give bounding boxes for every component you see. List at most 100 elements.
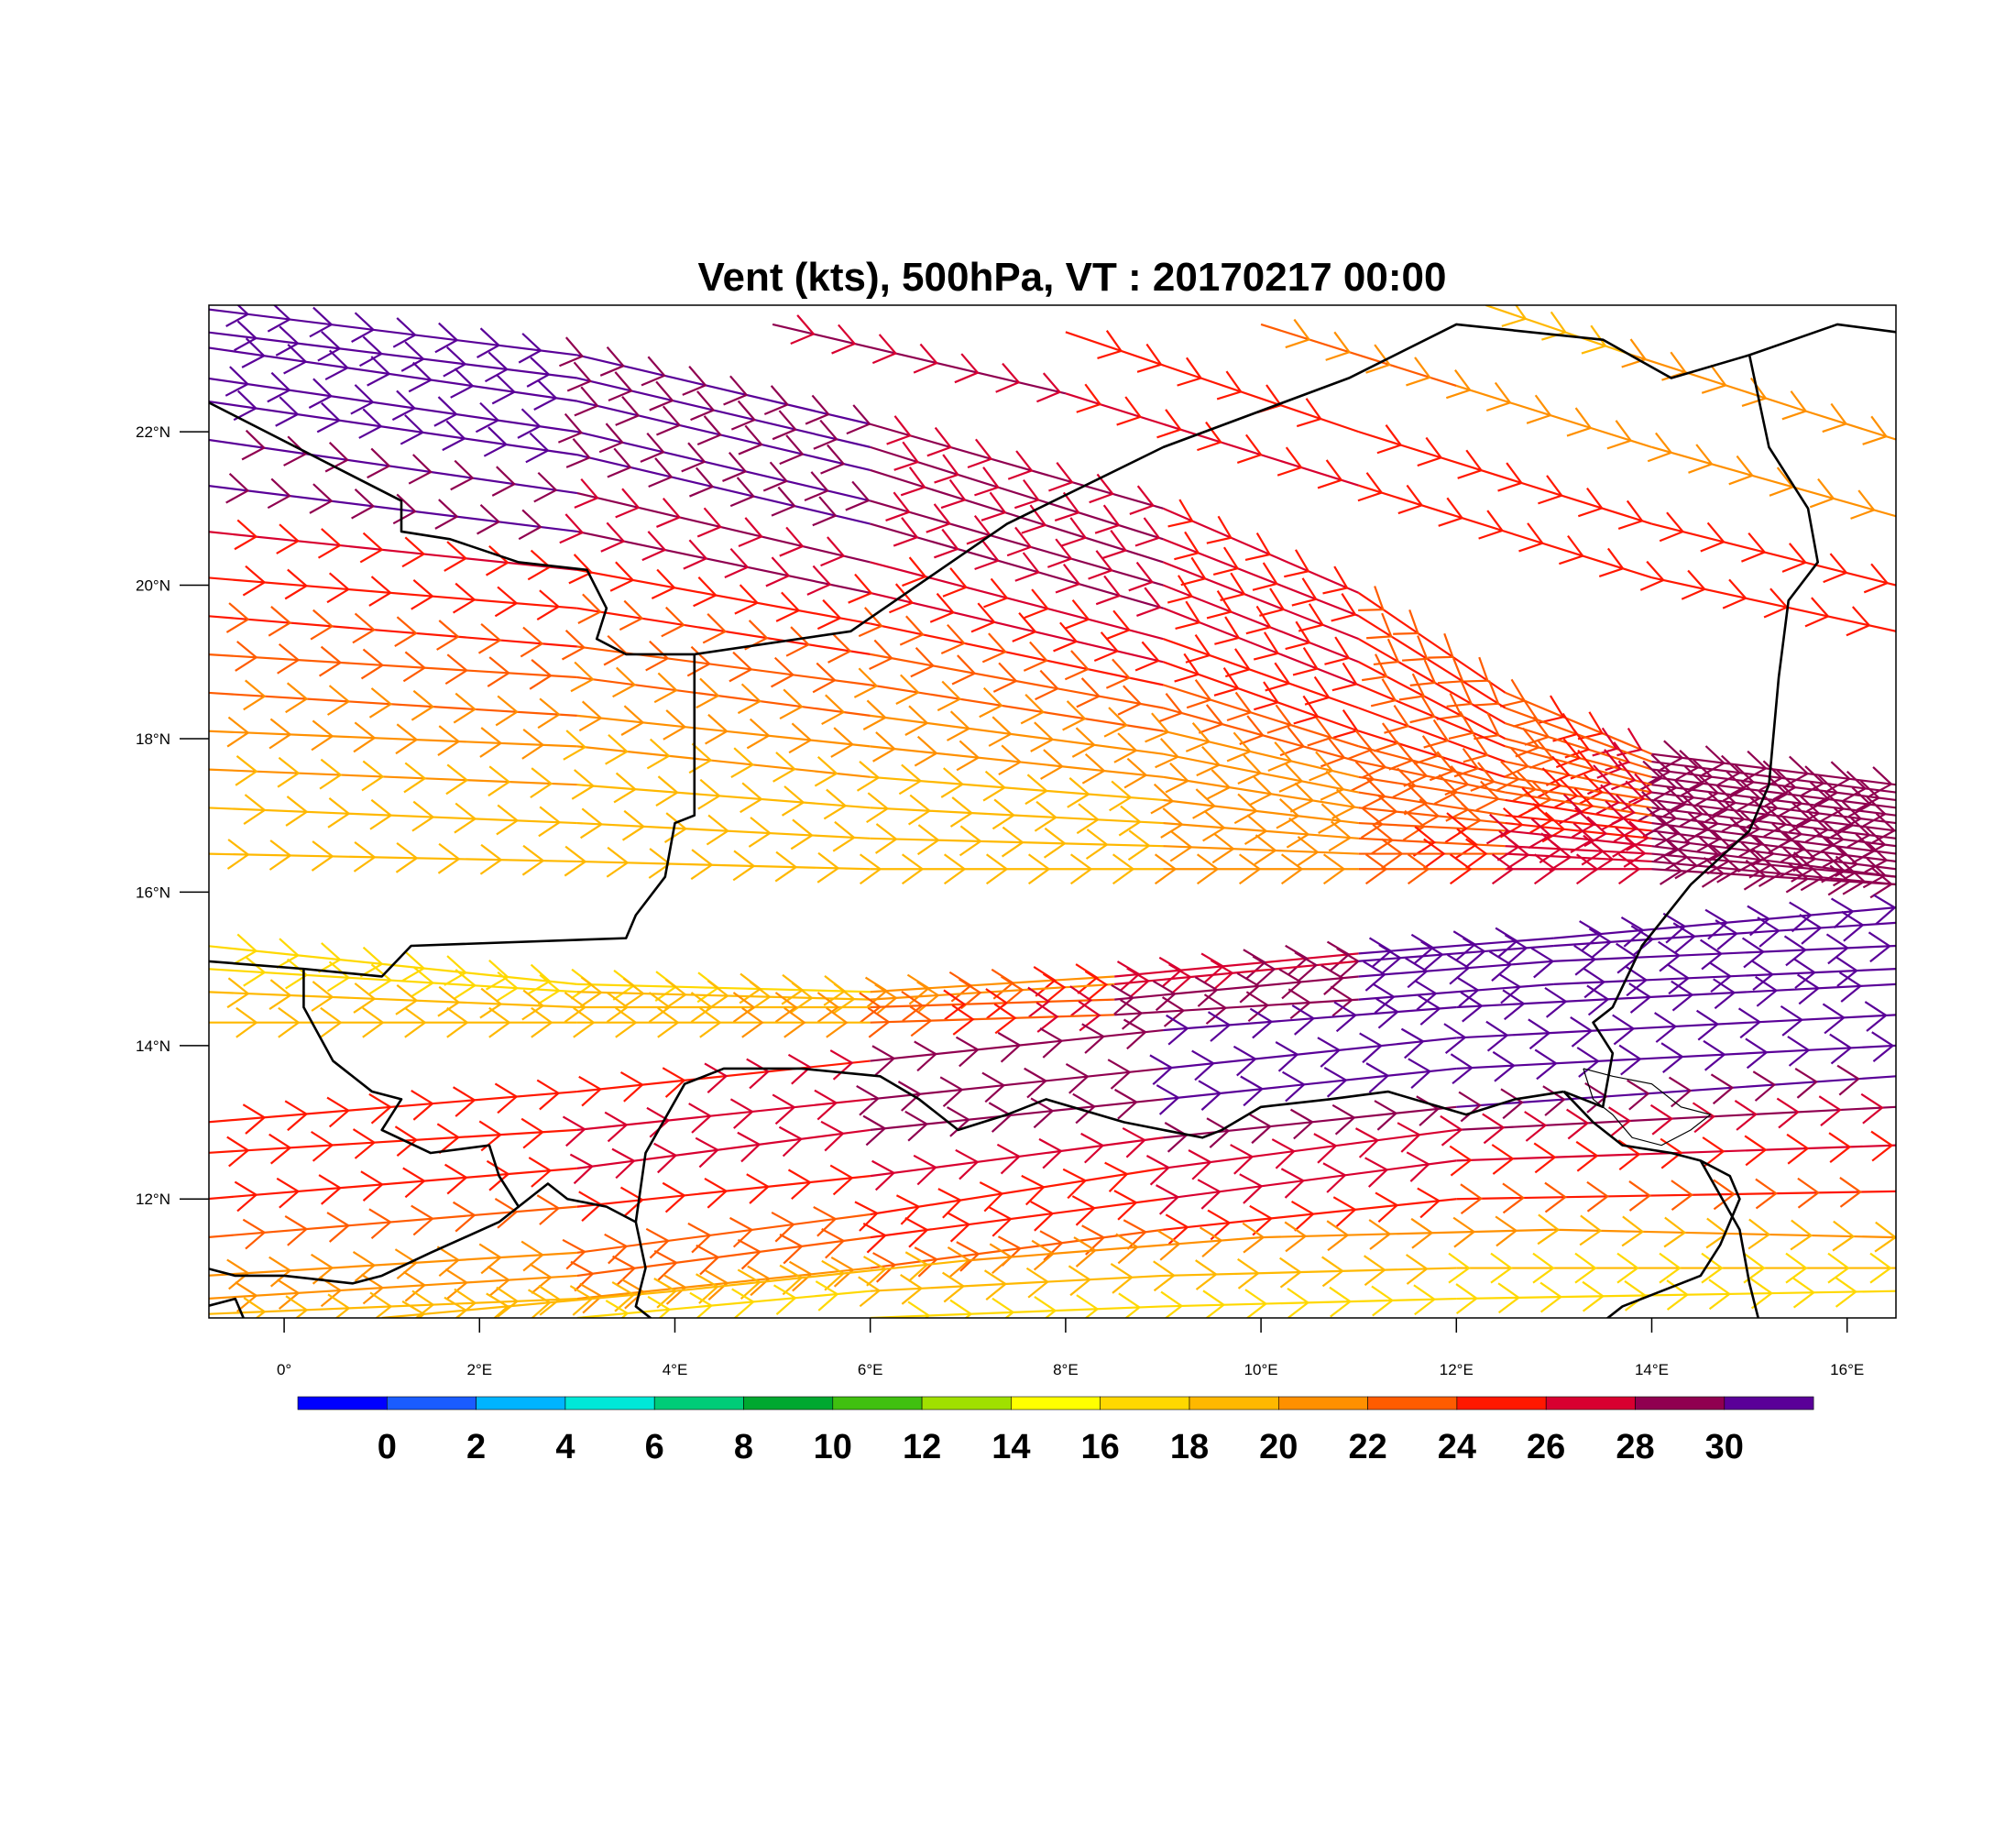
wind-chevron (309, 483, 334, 514)
wind-chevron (765, 556, 791, 587)
wind-chevron (1517, 786, 1542, 818)
wind-chevron (1549, 840, 1572, 873)
wind-chevron (983, 577, 1009, 609)
wind-chevron (1331, 788, 1356, 819)
wind-chevron (1555, 738, 1582, 769)
country-border (209, 401, 695, 656)
streamline-segment (1163, 684, 1360, 748)
wind-chevron (402, 1270, 427, 1302)
wind-chevron (1532, 1252, 1555, 1284)
wind-chevron (1586, 1180, 1610, 1213)
wind-chevron (1156, 409, 1183, 439)
streamline-segment (870, 423, 1164, 510)
wind-chevron (1534, 1048, 1558, 1081)
wind-chevron (1438, 497, 1464, 527)
wind-chevron (454, 802, 477, 834)
wind-chevron (1722, 771, 1748, 802)
wind-chevron (1862, 415, 1889, 445)
country-border (1562, 1091, 1741, 1318)
map-axes: 0° 2°E 4°E 6°E 8°E 10°E 12°E 14°E 16°E 22°N 20°N 18… (136, 423, 1864, 1378)
wind-chevron (1559, 534, 1584, 565)
wind-chevron (621, 809, 646, 841)
wind-chevron (647, 1295, 672, 1318)
wind-chevron (1167, 575, 1194, 604)
wind-chevron (1416, 798, 1441, 829)
wind-chevron (1542, 1085, 1566, 1116)
wind-chevron (1681, 569, 1706, 600)
streamline-segment (1163, 1198, 1457, 1231)
wind-chevron (1674, 848, 1699, 880)
wind-chevron (1097, 330, 1123, 360)
wind-chevron (452, 1086, 477, 1117)
streamline (209, 1064, 1896, 1250)
wind-chevron (450, 459, 475, 491)
wind-chevron (496, 1286, 520, 1318)
wind-chevron (913, 343, 939, 374)
wind-chevron (1198, 704, 1224, 734)
wind-chevron (1616, 728, 1643, 757)
wind-chevron (967, 438, 993, 469)
wind-streamlines (209, 305, 1896, 1318)
wind-chevron (391, 390, 417, 422)
wind-chevron (1236, 971, 1261, 1004)
streamline-segment (870, 684, 1164, 732)
wind-chevron (1804, 597, 1830, 628)
wind-chevron (242, 1218, 267, 1250)
wind-chevron (1440, 1114, 1463, 1147)
wind-chevron (682, 366, 707, 396)
streamline-segment (1358, 684, 1507, 748)
wind-chevron (1788, 802, 1813, 833)
wind-chevron (663, 978, 687, 1010)
wind-chevron (697, 778, 721, 810)
wind-chevron (1576, 1047, 1600, 1078)
wind-chevron (1318, 803, 1342, 834)
wind-chevron (1659, 1252, 1682, 1284)
wind-chevron (1869, 1252, 1892, 1284)
wind-chevron (1654, 1012, 1678, 1043)
wind-chevron (904, 705, 929, 736)
wind-chevron (360, 1170, 385, 1202)
wind-chevron (985, 988, 1009, 1019)
wind-chevron (1448, 710, 1475, 740)
wind-chevron (1370, 678, 1397, 708)
wind-chevron (1737, 780, 1762, 812)
wind-chevron (1728, 455, 1755, 486)
wind-chevron (226, 1258, 250, 1290)
wind-chevron (706, 980, 729, 1011)
wind-chevron (989, 1243, 1013, 1275)
wind-chevron (1455, 1283, 1479, 1314)
wind-chevron (1199, 1226, 1223, 1258)
streamline-segment (576, 821, 871, 840)
wind-chevron (577, 593, 602, 624)
wind-chevron (395, 983, 419, 1015)
wind-chevron (812, 662, 837, 694)
streamline (209, 1031, 1896, 1213)
wind-chevron (657, 1006, 680, 1038)
wind-chevron (411, 800, 435, 832)
wind-chevron (1126, 967, 1151, 999)
wind-chevron (1296, 398, 1322, 428)
wind-chevron (1839, 1177, 1863, 1208)
wind-chevron (1856, 780, 1881, 811)
wind-chevron (1829, 1033, 1853, 1065)
streamline-segment (1505, 845, 1652, 855)
wind-chevron (1329, 1286, 1353, 1318)
wind-chevron (704, 1178, 729, 1209)
wind-chevron (1211, 832, 1235, 864)
wind-chevron (746, 1058, 771, 1090)
streamline-segment (1456, 1144, 1896, 1162)
wind-chevron (1065, 599, 1090, 630)
wind-chevron (693, 576, 718, 608)
wind-chevron (656, 405, 682, 436)
wind-chevron (1372, 982, 1396, 1015)
x-tick-label: 16°E (1830, 1361, 1864, 1378)
wind-chevron (479, 727, 503, 758)
wind-chevron (1206, 590, 1233, 620)
wind-chevron (268, 840, 292, 871)
wind-chevron (1504, 934, 1528, 965)
wind-chevron (225, 305, 250, 327)
wind-chevron (1624, 1279, 1648, 1312)
wind-chevron (1478, 510, 1505, 540)
wind-chevron (804, 471, 829, 502)
wind-chevron (1781, 390, 1808, 421)
